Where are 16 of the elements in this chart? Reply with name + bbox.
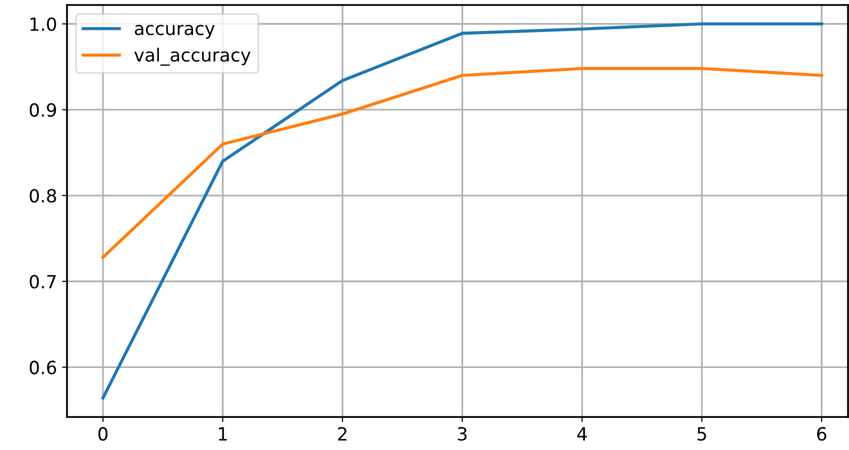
y-tick-label: 0.9 bbox=[30, 103, 56, 117]
x-tick-label: 2 bbox=[338, 427, 346, 440]
line-series bbox=[101, 66, 824, 259]
legend-label: val_accuracy bbox=[134, 48, 251, 66]
x-tick-label: 4 bbox=[577, 427, 587, 440]
x-tick-label: 0 bbox=[98, 427, 108, 441]
legend-label: accuracy bbox=[134, 24, 215, 39]
y-tick-label: 0.7 bbox=[30, 274, 56, 288]
y-tick-label: 1.0 bbox=[30, 17, 56, 31]
x-tick-label: 6 bbox=[817, 427, 826, 441]
line-series bbox=[101, 22, 824, 400]
x-tick-label: 3 bbox=[458, 427, 467, 441]
y-tick-label: 0.8 bbox=[30, 189, 56, 203]
x-tick-label: 5 bbox=[698, 427, 706, 441]
x-tick-label: 1 bbox=[218, 427, 227, 440]
y-tick-label: 0.6 bbox=[30, 360, 56, 374]
